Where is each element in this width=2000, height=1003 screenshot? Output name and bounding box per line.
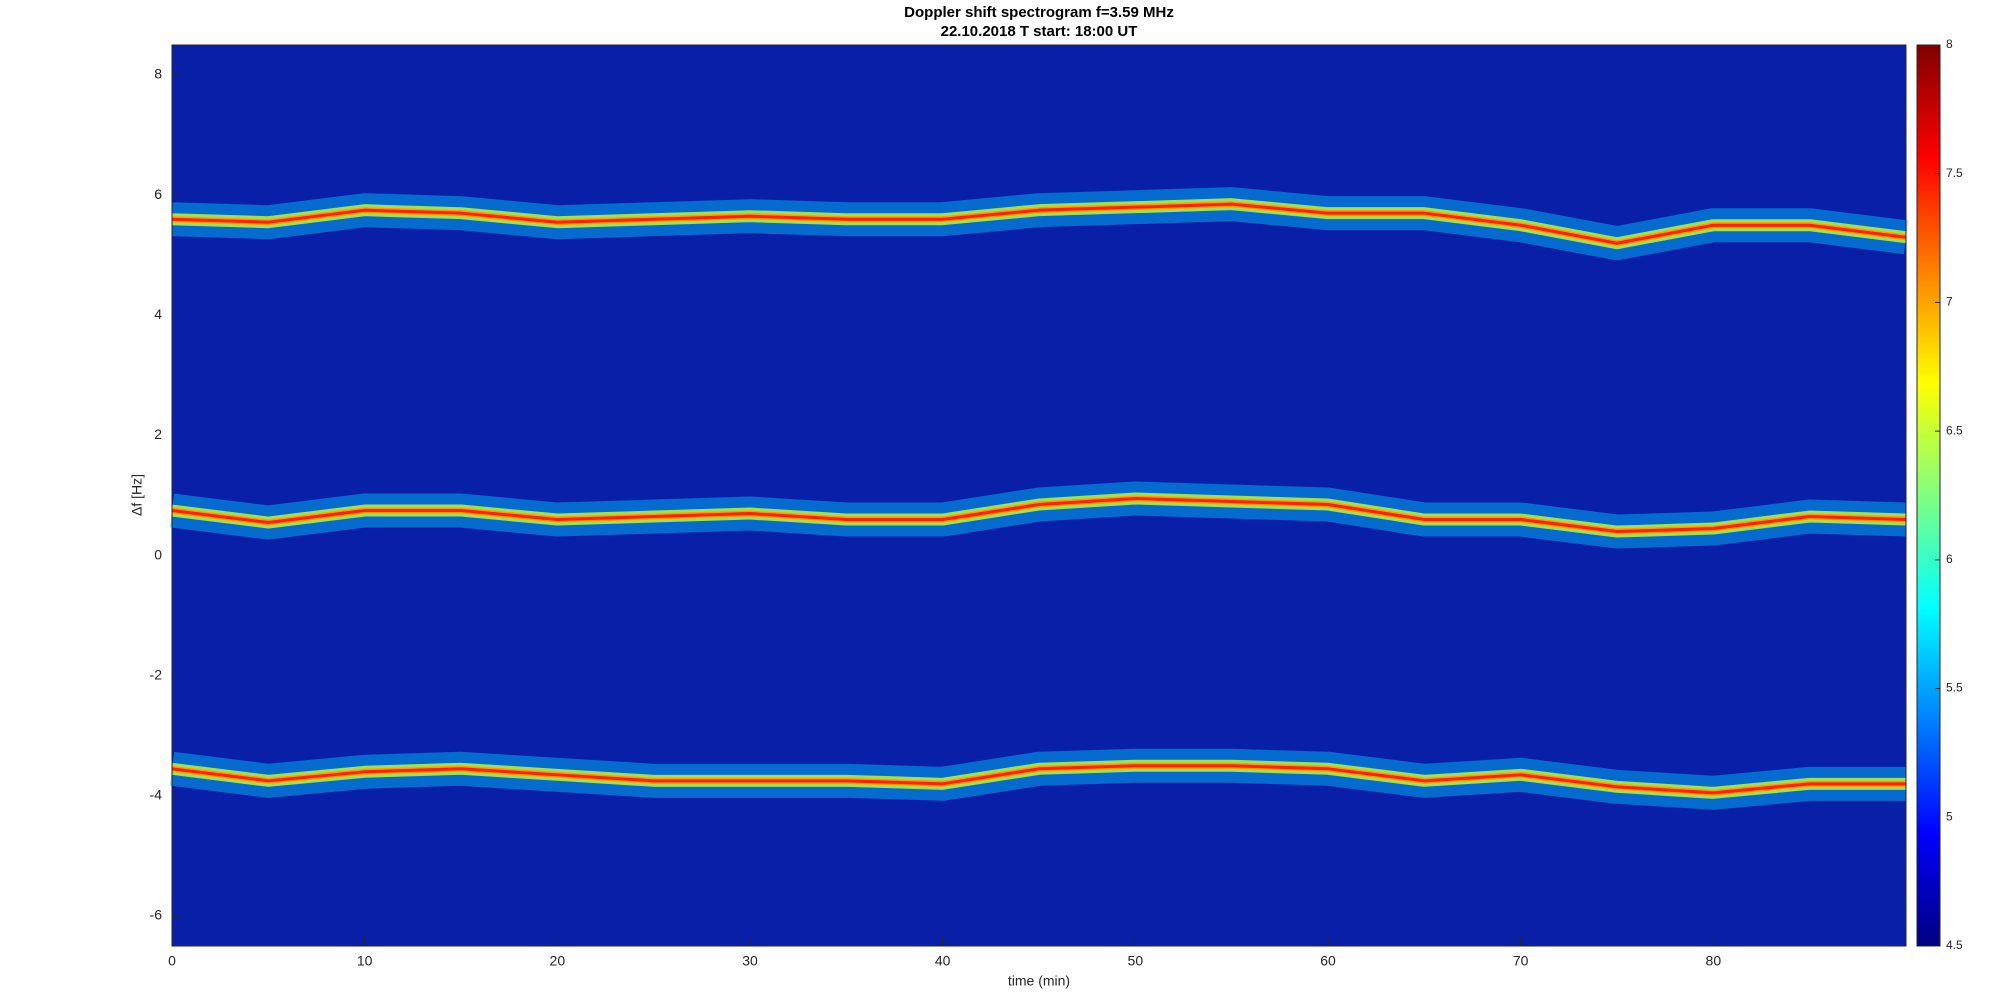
- colorbar-tick-label: 6.5: [1946, 423, 1963, 437]
- colorbar-tick-label: 4.5: [1946, 938, 1963, 952]
- ridge-line: [171, 497, 1907, 534]
- y-tick-label: 2: [154, 426, 162, 442]
- y-tick-label: -4: [150, 787, 163, 803]
- colorbar-tick-label: 7: [1946, 295, 1953, 309]
- plot-area: [172, 45, 1906, 946]
- chart-title: Doppler shift spectrogram f=3.59 MHz: [904, 4, 1174, 21]
- x-tick-label: 0: [168, 953, 176, 969]
- x-tick-label: 20: [550, 953, 566, 969]
- x-tick-label: 80: [1706, 953, 1722, 969]
- colorbar-tick-label: 7.5: [1946, 166, 1963, 180]
- y-tick-label: -2: [150, 666, 163, 682]
- x-tick-label: 10: [357, 953, 373, 969]
- colorbar-tick-label: 5.5: [1946, 681, 1963, 695]
- y-axis-label: Δf [Hz]: [129, 474, 145, 516]
- x-tick-label: 60: [1320, 953, 1336, 969]
- colorbar-tick-label: 8: [1946, 37, 1953, 51]
- y-tick-label: 0: [154, 546, 162, 562]
- colorbar-tick-label: 6: [1946, 552, 1953, 566]
- y-tick-label: 8: [154, 66, 162, 82]
- y-tick-label: -6: [150, 907, 163, 923]
- axes-frame: [171, 44, 1907, 947]
- x-axis-label: time (min): [1008, 973, 1070, 989]
- x-tick-label: 50: [1128, 953, 1144, 969]
- chart-subtitle: 22.10.2018 T start: 18:00 UT: [941, 23, 1138, 40]
- colorbar-tick-label: 5: [1946, 809, 1953, 823]
- y-tick-label: 4: [154, 306, 162, 322]
- y-tick-label: 6: [154, 186, 162, 202]
- colorbar: [1916, 44, 1941, 947]
- x-tick-label: 40: [935, 953, 951, 969]
- ridge-line: [171, 764, 1906, 795]
- x-tick-label: 70: [1513, 953, 1529, 969]
- x-tick-label: 30: [742, 953, 758, 969]
- ridge-line: [171, 202, 1907, 245]
